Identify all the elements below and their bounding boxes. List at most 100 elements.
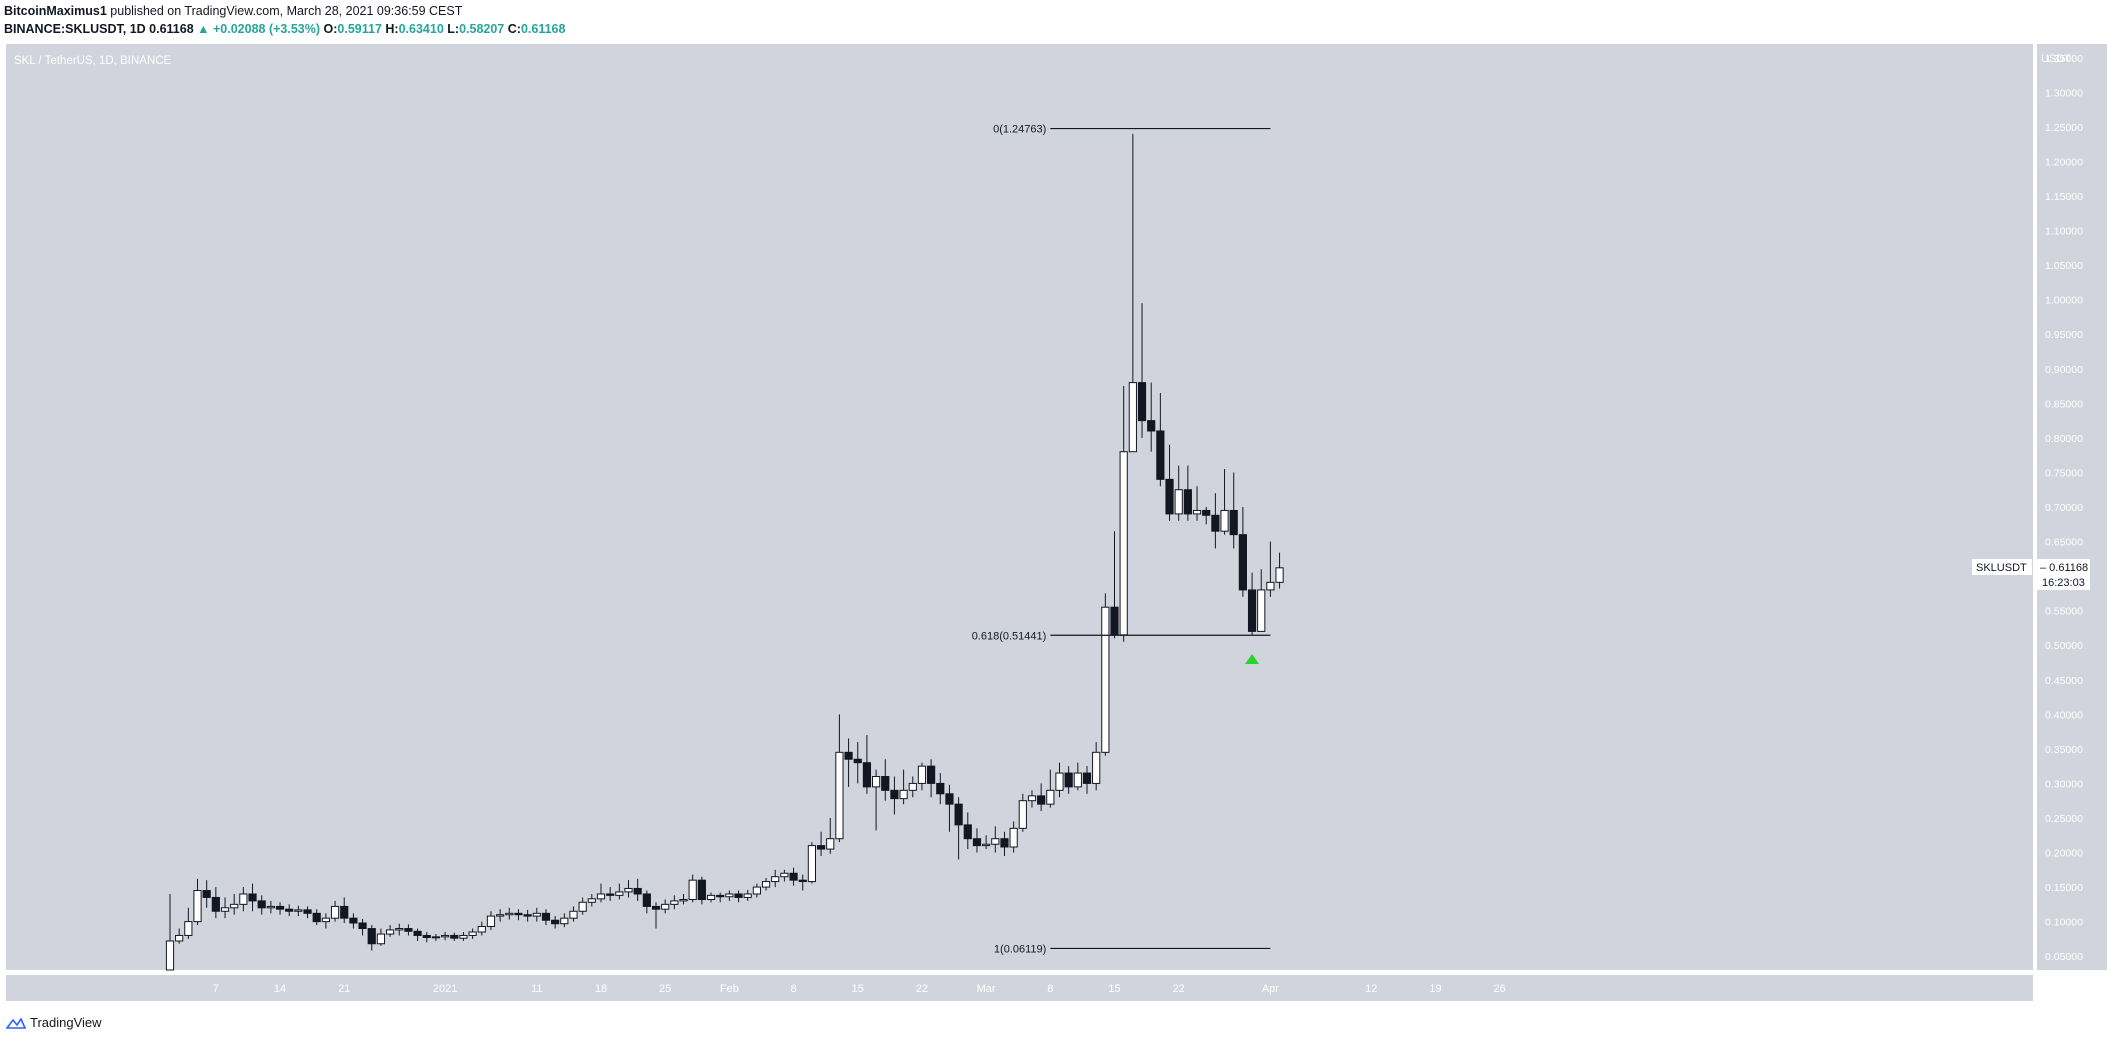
bull-candle	[376, 933, 386, 945]
bull-candle	[165, 940, 175, 971]
bull-candle	[395, 928, 404, 931]
bear-candle	[541, 912, 551, 921]
open-label: O:	[323, 22, 338, 36]
bear-candle	[303, 909, 312, 914]
bull-candle	[239, 893, 248, 905]
bull-candle	[1257, 589, 1266, 632]
price-tick-label: 1.05000	[2045, 260, 2083, 272]
bear-candle	[697, 879, 706, 901]
bear-candle	[954, 803, 963, 826]
time-tick-label: Apr	[1262, 983, 1279, 995]
time-axis-pane[interactable]	[6, 975, 2033, 1001]
bear-candle	[248, 893, 257, 902]
bear-candle	[211, 896, 220, 912]
fib-level-label: 1(0.06119)	[994, 943, 1046, 955]
time-tick-label: 22	[916, 983, 928, 995]
bull-candle	[294, 909, 303, 912]
price-tick-label: 0.15000	[2045, 882, 2083, 894]
price-tick-label: 0.85000	[2045, 398, 2083, 410]
plot-pane[interactable]	[6, 44, 2033, 970]
bull-candle	[220, 907, 230, 912]
bear-candle	[789, 872, 798, 881]
bear-candle	[551, 919, 560, 925]
bear-candle	[422, 934, 431, 939]
bear-candle	[275, 905, 285, 910]
price-tick-label: 0.70000	[2045, 502, 2083, 514]
bear-candle	[651, 905, 661, 910]
tradingview-logo-icon	[6, 1016, 26, 1029]
price-tag-countdown-box	[2035, 575, 2090, 591]
bear-candle	[881, 776, 890, 791]
time-tick-label: 7	[213, 983, 219, 995]
bull-candle	[752, 886, 761, 895]
author-name[interactable]: BitcoinMaximus1	[4, 4, 107, 18]
bear-candle	[798, 879, 807, 883]
bear-candle	[1202, 509, 1211, 516]
bear-candle	[1183, 489, 1192, 515]
bear-candle	[633, 887, 642, 895]
fib-level-label: 0.618(0.51441)	[972, 630, 1047, 642]
bear-candle	[963, 824, 972, 840]
bear-candle	[312, 912, 321, 923]
bear-candle	[1229, 509, 1238, 536]
bull-candle	[688, 879, 697, 901]
bull-candle	[991, 838, 1000, 845]
signal-up-triangle	[1245, 654, 1260, 665]
bull-candle	[560, 917, 569, 925]
price-tick-label: 0.75000	[2045, 467, 2083, 479]
price-tag-symbol: SKLUSDT	[1976, 562, 2027, 574]
bull-candle	[1275, 567, 1284, 583]
published-text: published on TradingView.com, March 28, …	[110, 4, 463, 18]
bull-candle	[835, 751, 844, 840]
bear-candle	[450, 934, 459, 939]
bear-candle	[514, 912, 523, 916]
bull-candle	[917, 765, 927, 784]
time-tick-label: 14	[274, 983, 286, 995]
bull-candle	[661, 903, 670, 910]
time-tick-label: 8	[1047, 983, 1053, 995]
bull-candle	[1046, 789, 1055, 805]
bull-candle	[468, 931, 477, 936]
price-tick-label: 1.00000	[2045, 295, 2083, 307]
bull-candle	[330, 905, 340, 919]
chart-header: BitcoinMaximus1 published on TradingView…	[4, 2, 2004, 38]
price-tick-label: 0.35000	[2045, 744, 2083, 756]
bull-candle	[706, 894, 716, 901]
bull-candle	[431, 936, 441, 939]
price-tag-symbol-box	[1972, 559, 2032, 576]
bull-candle	[1220, 509, 1229, 532]
bull-candle	[596, 893, 606, 900]
bull-candle	[1027, 795, 1037, 802]
bear-candle	[927, 765, 936, 784]
bull-candle	[624, 887, 633, 893]
price-tick-label: 0.65000	[2045, 537, 2083, 549]
bull-candle	[496, 914, 505, 917]
price-tag-countdown: 16:23:03	[2042, 577, 2085, 589]
bull-candle	[1055, 772, 1064, 791]
price-tick-label: 0.30000	[2045, 778, 2083, 790]
bull-candle	[578, 901, 587, 912]
bull-candle	[615, 891, 624, 896]
bull-candle	[230, 903, 239, 909]
bull-candle	[826, 838, 835, 850]
bear-candle	[404, 928, 413, 932]
bull-candle	[807, 845, 816, 883]
bear-candle	[1156, 430, 1165, 480]
price-tick-label: 0.40000	[2045, 709, 2083, 721]
fib-retracement[interactable]: 0(1.24763) 0.618(0.51441) 1(0.06119)	[972, 124, 1271, 956]
bull-candle	[899, 789, 908, 800]
bull-candle	[1018, 800, 1027, 829]
price-tick-label: 0.20000	[2045, 848, 2083, 860]
bear-candle	[1064, 772, 1073, 788]
price-axis-pane[interactable]	[2037, 44, 2107, 970]
bear-candle	[1147, 420, 1156, 432]
bull-candle	[771, 876, 780, 883]
price-tick-label: 0.90000	[2045, 364, 2083, 376]
bull-candle	[175, 934, 184, 942]
bull-candle	[477, 925, 486, 933]
time-tick-label: 26	[1494, 983, 1506, 995]
bear-candle	[413, 930, 422, 936]
bear-candle	[945, 793, 954, 805]
